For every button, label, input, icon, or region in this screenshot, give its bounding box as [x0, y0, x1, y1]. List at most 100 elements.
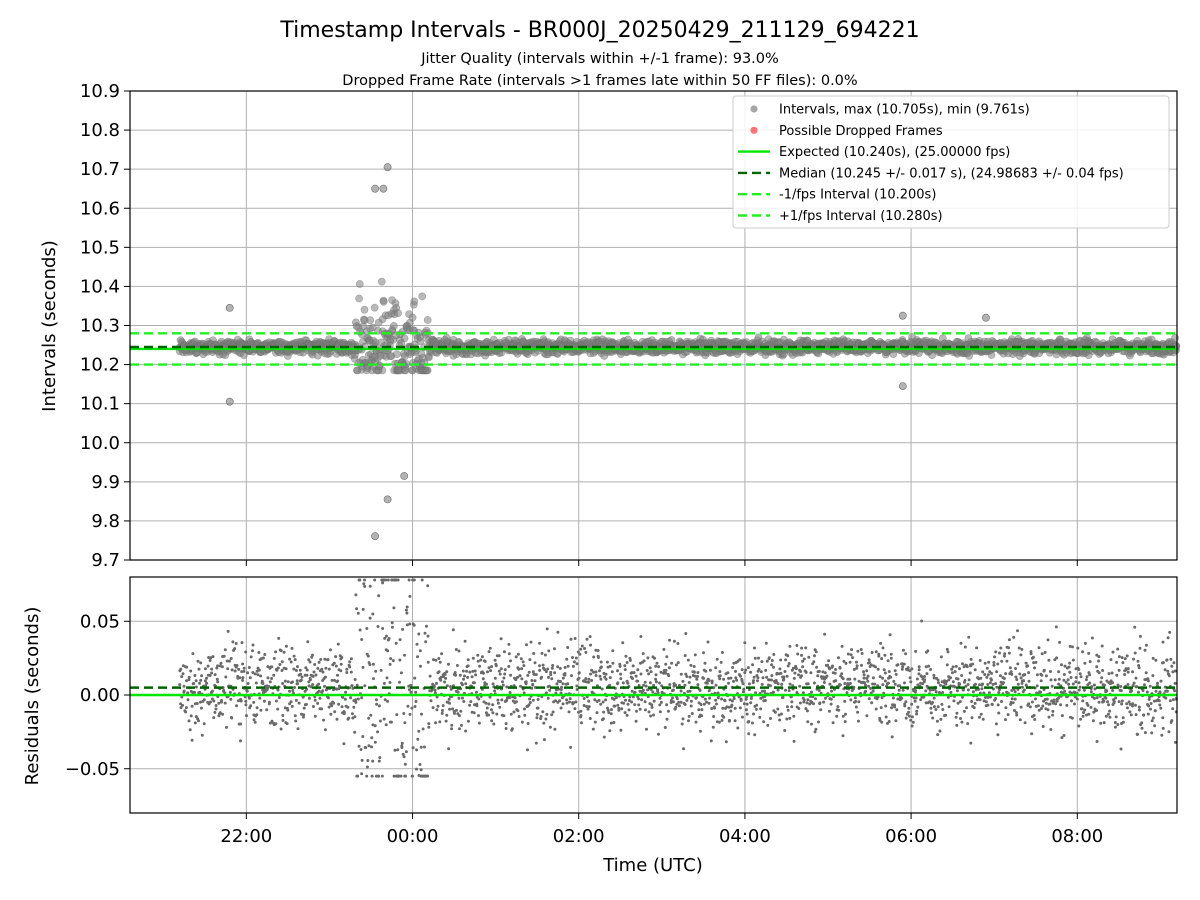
residual-point	[486, 670, 489, 674]
residual-point	[1012, 635, 1016, 639]
residual-point	[807, 655, 811, 659]
residual-point	[329, 712, 333, 716]
residual-point	[828, 667, 832, 671]
residual-point	[471, 656, 475, 660]
residual-point	[524, 682, 528, 686]
residual-point	[288, 702, 292, 706]
top-y-tick-label: 10.6	[80, 198, 120, 219]
residual-point	[688, 689, 692, 693]
residual-point	[687, 719, 690, 723]
residual-point	[793, 671, 797, 675]
residual-point	[320, 667, 324, 671]
residual-point	[904, 700, 908, 704]
residual-point	[203, 667, 207, 671]
residual-point	[305, 668, 309, 672]
residual-point	[800, 646, 804, 650]
top-x-axis	[245, 560, 1078, 566]
residual-point	[369, 713, 373, 717]
residual-point	[677, 704, 681, 708]
residual-point	[354, 593, 358, 597]
residual-point	[819, 708, 823, 712]
residual-point	[508, 691, 512, 694]
residual-point	[922, 695, 926, 699]
residual-point	[608, 729, 612, 733]
residual-point	[320, 707, 324, 711]
residual-point	[849, 653, 853, 657]
residual-point	[288, 689, 291, 693]
residual-point	[247, 666, 251, 669]
residual-point	[313, 714, 317, 718]
residual-point	[936, 678, 940, 682]
residual-point	[257, 668, 261, 672]
residual-point	[1049, 728, 1053, 731]
residual-point	[653, 656, 656, 660]
residual-point	[242, 669, 246, 673]
residual-point	[668, 683, 672, 686]
residual-point	[195, 702, 199, 705]
residual-point	[572, 701, 576, 705]
residual-point	[951, 665, 955, 669]
residual-point	[756, 676, 760, 680]
residual-point	[567, 710, 571, 714]
residual-point	[516, 709, 520, 713]
residual-point	[601, 717, 605, 721]
residual-point	[510, 727, 514, 731]
residual-point	[361, 735, 365, 738]
residual-point	[225, 659, 229, 663]
residual-point	[466, 675, 470, 679]
residual-point	[720, 651, 724, 654]
residual-point	[1016, 682, 1020, 686]
residual-point	[417, 729, 421, 733]
residual-point	[553, 671, 557, 675]
residual-point	[470, 675, 474, 679]
residual-point	[393, 748, 397, 752]
residual-point	[628, 658, 632, 662]
residual-point	[267, 685, 271, 688]
residual-point	[333, 678, 336, 682]
residual-point	[472, 711, 476, 715]
residual-point	[906, 666, 910, 670]
residual-point	[329, 648, 332, 652]
residual-point	[487, 666, 491, 670]
residual-point	[890, 735, 894, 739]
residual-point	[818, 701, 822, 705]
residual-point	[365, 765, 369, 769]
residual-point	[758, 715, 762, 719]
residual-point	[368, 663, 372, 667]
residual-point	[353, 678, 357, 681]
top-y-tick-label: 10.2	[80, 355, 120, 376]
residual-point	[316, 666, 320, 670]
residual-point	[815, 665, 819, 669]
residual-point	[1010, 697, 1014, 701]
residual-point	[565, 701, 569, 705]
residual-point	[963, 645, 967, 649]
residual-point	[801, 691, 805, 695]
residual-point	[1007, 646, 1010, 650]
residual-point	[636, 679, 640, 683]
residual-point	[259, 674, 263, 678]
residual-point	[609, 721, 613, 725]
residual-point	[745, 712, 749, 716]
residual-point	[568, 700, 571, 704]
residual-point	[798, 684, 802, 688]
residual-point	[1000, 659, 1004, 663]
legend-entry-label: Intervals, max (10.705s), min (9.761s)	[779, 103, 1030, 118]
residual-point	[566, 664, 570, 668]
residual-point	[373, 740, 377, 744]
residual-point	[852, 668, 856, 671]
residual-point	[317, 689, 321, 693]
residual-point	[826, 663, 830, 667]
residual-point	[802, 657, 806, 661]
residual-point	[308, 677, 312, 680]
residual-point	[892, 679, 896, 683]
residual-point	[499, 667, 503, 671]
residual-point	[580, 644, 584, 648]
residual-point	[883, 679, 887, 683]
residual-point	[606, 706, 609, 710]
residual-point	[623, 668, 627, 672]
residual-point	[689, 699, 693, 703]
residual-point	[427, 722, 431, 726]
residual-point	[756, 679, 759, 683]
residual-point	[886, 659, 890, 663]
